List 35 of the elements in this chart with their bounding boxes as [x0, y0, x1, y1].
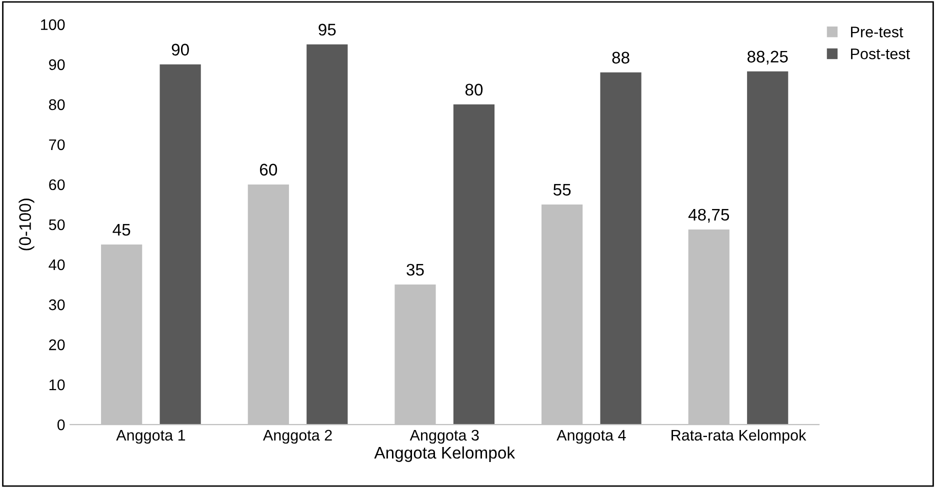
data-label: 88,25: [747, 50, 788, 65]
y-tick-label: 70: [49, 139, 65, 150]
data-label: 45: [112, 224, 130, 236]
data-label: 60: [260, 164, 278, 176]
y-tick-label: 20: [49, 339, 65, 350]
y-tick-label: 30: [48, 299, 65, 310]
data-label: 48,75: [688, 208, 730, 223]
y-tick-label: 40: [48, 259, 65, 270]
data-label: 55: [553, 184, 571, 196]
bar: [600, 72, 642, 425]
y-tick-label: 0: [57, 419, 65, 430]
x-tick-label: Anggota 2: [262, 430, 332, 444]
data-label: 95: [318, 24, 336, 36]
data-label: 90: [172, 44, 189, 56]
y-tick-label: 60: [49, 179, 65, 190]
bar: [747, 71, 788, 425]
data-label: 80: [465, 84, 483, 96]
x-tick-label: Anggota 1: [116, 430, 186, 444]
y-tick-label: 50: [48, 219, 65, 230]
y-tick-label: 90: [49, 59, 65, 70]
bar: [306, 44, 348, 425]
x-tick-label: Rata-rata Kelompok: [672, 429, 806, 444]
y-tick-label: 10: [50, 379, 65, 390]
data-label: 35: [406, 264, 424, 276]
y-tick-label: 100: [41, 19, 65, 30]
x-axis-title: Anggota Kelompok: [374, 446, 516, 462]
x-tick-label: Anggota 4: [556, 430, 626, 444]
legend-label: Post-test: [851, 48, 910, 60]
x-tick-label: Anggota 3: [410, 430, 479, 444]
data-label: 88: [612, 52, 630, 64]
y-tick-label: 80: [49, 99, 65, 110]
bar: [453, 104, 495, 425]
legend-label: Pre-test: [851, 26, 904, 38]
bar: [160, 64, 201, 425]
y-axis-title: (0-100): [18, 198, 34, 250]
